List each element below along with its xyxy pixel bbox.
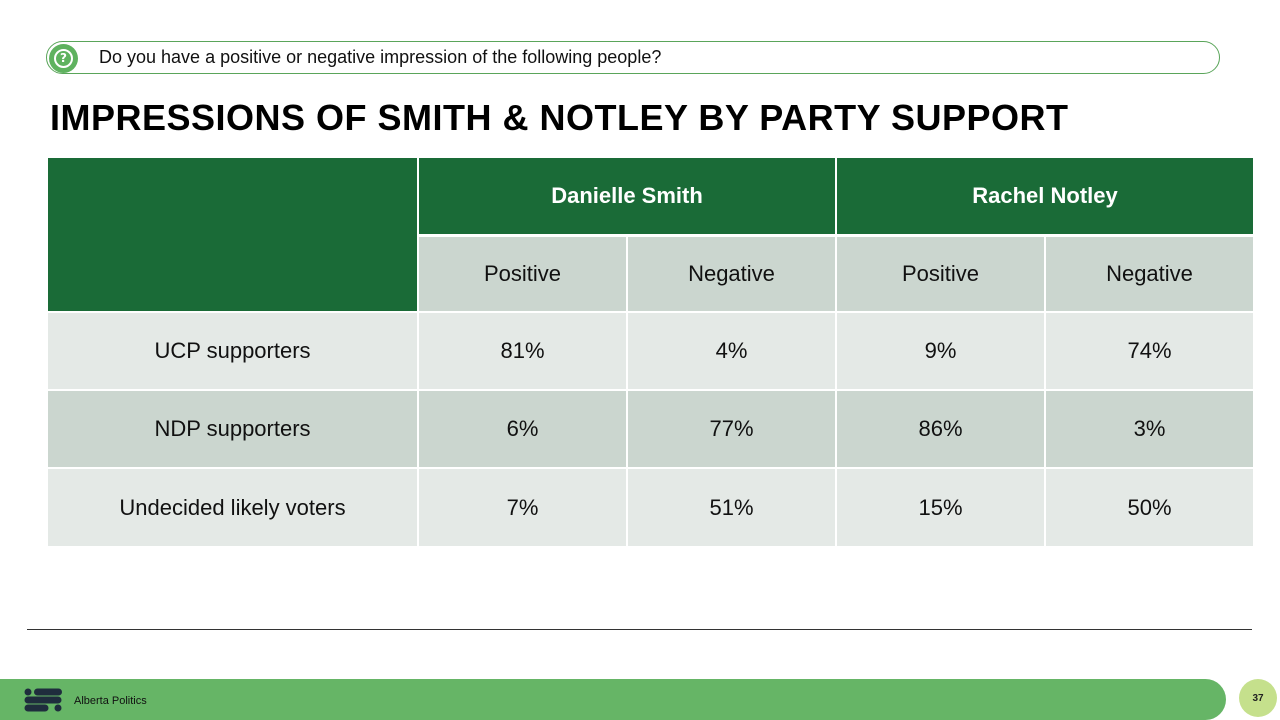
- table-cell: 86%: [837, 391, 1044, 467]
- page-number-badge: 37: [1239, 679, 1277, 717]
- subheader-notley-positive: Positive: [837, 237, 1044, 311]
- subheader-smith-positive: Positive: [419, 237, 626, 311]
- row-label-undecided: Undecided likely voters: [48, 469, 417, 546]
- question-text: Do you have a positive or negative impre…: [99, 47, 662, 67]
- table-cell: 9%: [837, 313, 1044, 389]
- table-cell: 3%: [1046, 391, 1253, 467]
- group-header-notley: Rachel Notley: [837, 158, 1253, 234]
- divider-line: [27, 629, 1252, 630]
- table-cell: 6%: [419, 391, 626, 467]
- table-cell: 77%: [628, 391, 835, 467]
- table-cell: 81%: [419, 313, 626, 389]
- alberta-politics-logo-icon: [24, 688, 62, 712]
- question-circle-icon: ?: [49, 44, 78, 73]
- table-cell: 74%: [1046, 313, 1253, 389]
- table-cell: 15%: [837, 469, 1044, 546]
- table-cell: 4%: [628, 313, 835, 389]
- slide-title: IMPRESSIONS OF SMITH & NOTLEY BY PARTY S…: [50, 97, 1069, 138]
- subheader-notley-negative: Negative: [1046, 237, 1253, 311]
- question-bar: ? Do you have a positive or negative imp…: [46, 41, 1220, 74]
- table-corner-cell: [48, 158, 417, 311]
- footer-band: [0, 679, 1226, 720]
- table-cell: 51%: [628, 469, 835, 546]
- row-label-ucp: UCP supporters: [48, 313, 417, 389]
- subheader-smith-negative: Negative: [628, 237, 835, 311]
- row-label-ndp: NDP supporters: [48, 391, 417, 467]
- group-header-smith: Danielle Smith: [419, 158, 835, 234]
- table-cell: 50%: [1046, 469, 1253, 546]
- table-cell: 7%: [419, 469, 626, 546]
- footer-brand: Alberta Politics: [74, 695, 147, 707]
